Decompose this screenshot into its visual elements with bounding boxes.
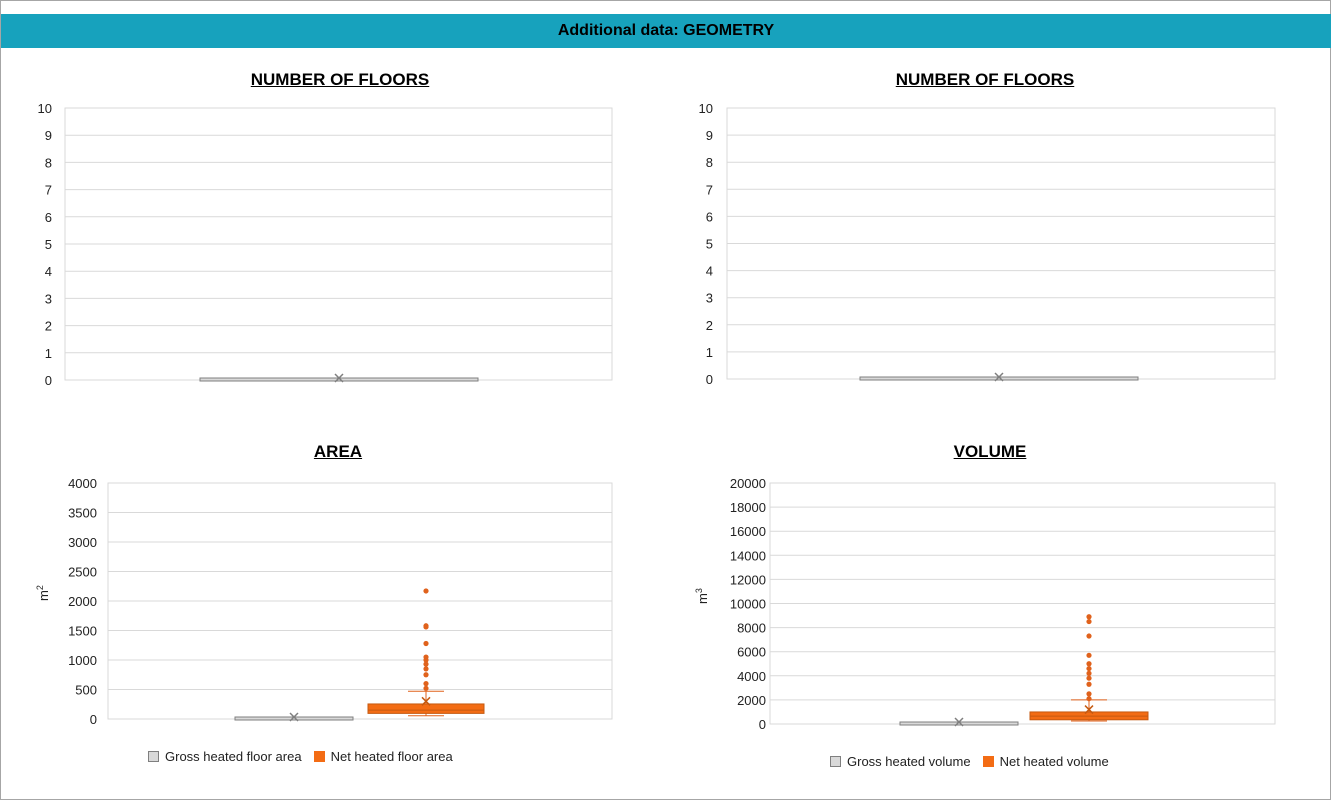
legend-swatch-net-volume xyxy=(982,756,994,767)
chart2-y-axis-label-sup: 2 xyxy=(35,585,45,590)
chart3-y-axis-label-text: m3 xyxy=(694,588,710,604)
chart1-tick-label: 9 xyxy=(706,128,713,143)
chart3-series1-outlier-point xyxy=(1086,665,1092,672)
chart2-series1-outlier-point xyxy=(423,654,429,660)
chart2-tick-label: 4000 xyxy=(68,476,97,491)
legend-label-net-area: Net heated floor area xyxy=(330,749,453,764)
chart0-tick-label: 4 xyxy=(45,264,52,279)
chart0-tick-label: 10 xyxy=(38,101,52,116)
chart3-series1-outlier-point xyxy=(1086,696,1092,702)
chart1-tick-label: 6 xyxy=(706,209,713,224)
chart2-series1-outlier-point xyxy=(423,672,429,678)
chart2-tick-label: 2000 xyxy=(68,594,97,609)
legend-area: Gross heated floor area Net heated floor… xyxy=(148,749,465,764)
chart0-tick-label: 6 xyxy=(45,210,52,225)
chart2-series0-mean-marker xyxy=(289,712,299,722)
chart3-tick-label: 0 xyxy=(759,717,766,732)
chart3-series1-mean-marker xyxy=(1084,705,1094,715)
chart1-tick-label: 0 xyxy=(706,372,713,387)
chart3-tick-label: 10000 xyxy=(730,597,766,612)
chart2-series1-outlier-point xyxy=(423,681,429,687)
chart2-tick-label: 2500 xyxy=(68,565,97,580)
chart3-tick-label: 2000 xyxy=(737,693,766,708)
chart3-series1-outlier-point xyxy=(1086,670,1092,676)
chart3-series1-outlier-point xyxy=(1086,633,1092,639)
chart2-series1-mean-marker xyxy=(421,696,431,706)
chart2-tick-label: 3000 xyxy=(68,535,97,550)
legend-swatch-gross-volume xyxy=(830,756,841,767)
chart-title-volume: VOLUME xyxy=(953,442,1027,461)
chart3-series1-outlier-point xyxy=(1086,661,1092,667)
chart3-series1-outlier-point xyxy=(1086,614,1092,620)
chart3-tick-label: 8000 xyxy=(737,621,766,636)
chart3-y-axis-label-sup: 3 xyxy=(694,588,704,593)
chart3-tick-label: 16000 xyxy=(730,524,766,539)
chart2-tick-label: 1000 xyxy=(68,653,97,668)
chart0-tick-label: 3 xyxy=(45,291,52,306)
chart0-tick-label: 9 xyxy=(45,128,52,143)
chart1-tick-label: 3 xyxy=(706,291,713,306)
chart-title-area: AREA xyxy=(313,442,363,461)
chart3-series1-outlier-point xyxy=(1086,691,1092,697)
chart1-tick-label: 2 xyxy=(706,318,713,333)
chart0-series0-mean-marker xyxy=(334,373,344,383)
chart3-series1-outlier-point xyxy=(1086,652,1092,658)
legend-swatch-net-area xyxy=(313,751,325,762)
chart2-series1-outlier-point xyxy=(423,623,429,629)
chart3-tick-label: 20000 xyxy=(730,476,766,491)
chart0-tick-label: 1 xyxy=(45,346,52,361)
chart3-series1-outlier-point xyxy=(1086,681,1092,687)
chart1-tick-label: 7 xyxy=(706,182,713,197)
chart1-tick-label: 1 xyxy=(706,345,713,360)
chart3-tick-label: 18000 xyxy=(730,500,766,515)
chart0-tick-label: 5 xyxy=(45,237,52,252)
section-header: Additional data: GEOMETRY xyxy=(1,14,1331,48)
chart2-tick-label: 1500 xyxy=(68,624,97,639)
chart3-series1-outlier-point xyxy=(1086,618,1092,625)
chart2-series1-outlier-point xyxy=(423,666,429,672)
chart1-series0-mean-marker xyxy=(994,372,1004,382)
chart3-series1-outlier-point xyxy=(1086,675,1092,681)
chart3-y-axis-label: m3 xyxy=(694,588,710,604)
chart2-series1-box xyxy=(367,703,485,714)
legend-volume: Gross heated volume Net heated volume xyxy=(830,754,1121,769)
chart0-tick-label: 8 xyxy=(45,155,52,170)
chart1-tick-label: 5 xyxy=(706,237,713,252)
legend-swatch-gross-area xyxy=(148,751,159,762)
chart1-tick-label: 10 xyxy=(699,101,713,116)
chart-title-floors-right: NUMBER OF FLOORS xyxy=(895,70,1075,89)
chart3-tick-label: 14000 xyxy=(730,548,766,563)
chart0-tick-label: 0 xyxy=(45,373,52,388)
chart2-tick-label: 3500 xyxy=(68,506,97,521)
chart1-tick-label: 4 xyxy=(706,264,713,279)
header-title: Additional data: GEOMETRY xyxy=(557,22,775,39)
chart3-tick-label: 6000 xyxy=(737,645,766,660)
chart-title-floors-left: NUMBER OF FLOORS xyxy=(250,70,430,89)
chart0-tick-label: 2 xyxy=(45,319,52,334)
legend-label-gross-area: Gross heated floor area xyxy=(165,749,302,764)
chart1-tick-label: 8 xyxy=(706,155,713,170)
chart3-series0-mean-marker xyxy=(954,717,964,727)
legend-label-gross-volume: Gross heated volume xyxy=(847,754,971,769)
chart2-tick-label: 0 xyxy=(90,712,97,727)
legend-label-net-volume: Net heated volume xyxy=(999,754,1109,769)
chart2-series1-outlier-point xyxy=(423,588,429,594)
chart2-tick-label: 500 xyxy=(75,683,97,698)
chart2-y-axis-label-text: m2 xyxy=(35,585,51,601)
chart2-series1-outlier-point xyxy=(423,640,429,647)
chart3-tick-label: 4000 xyxy=(737,669,766,684)
chart2-series1-outlier-point xyxy=(423,661,429,667)
chart3-tick-label: 12000 xyxy=(730,572,766,587)
chart2-y-axis-label: m2 xyxy=(35,585,51,601)
chart2-series1-outlier-point xyxy=(423,685,429,691)
chart0-tick-label: 7 xyxy=(45,183,52,198)
